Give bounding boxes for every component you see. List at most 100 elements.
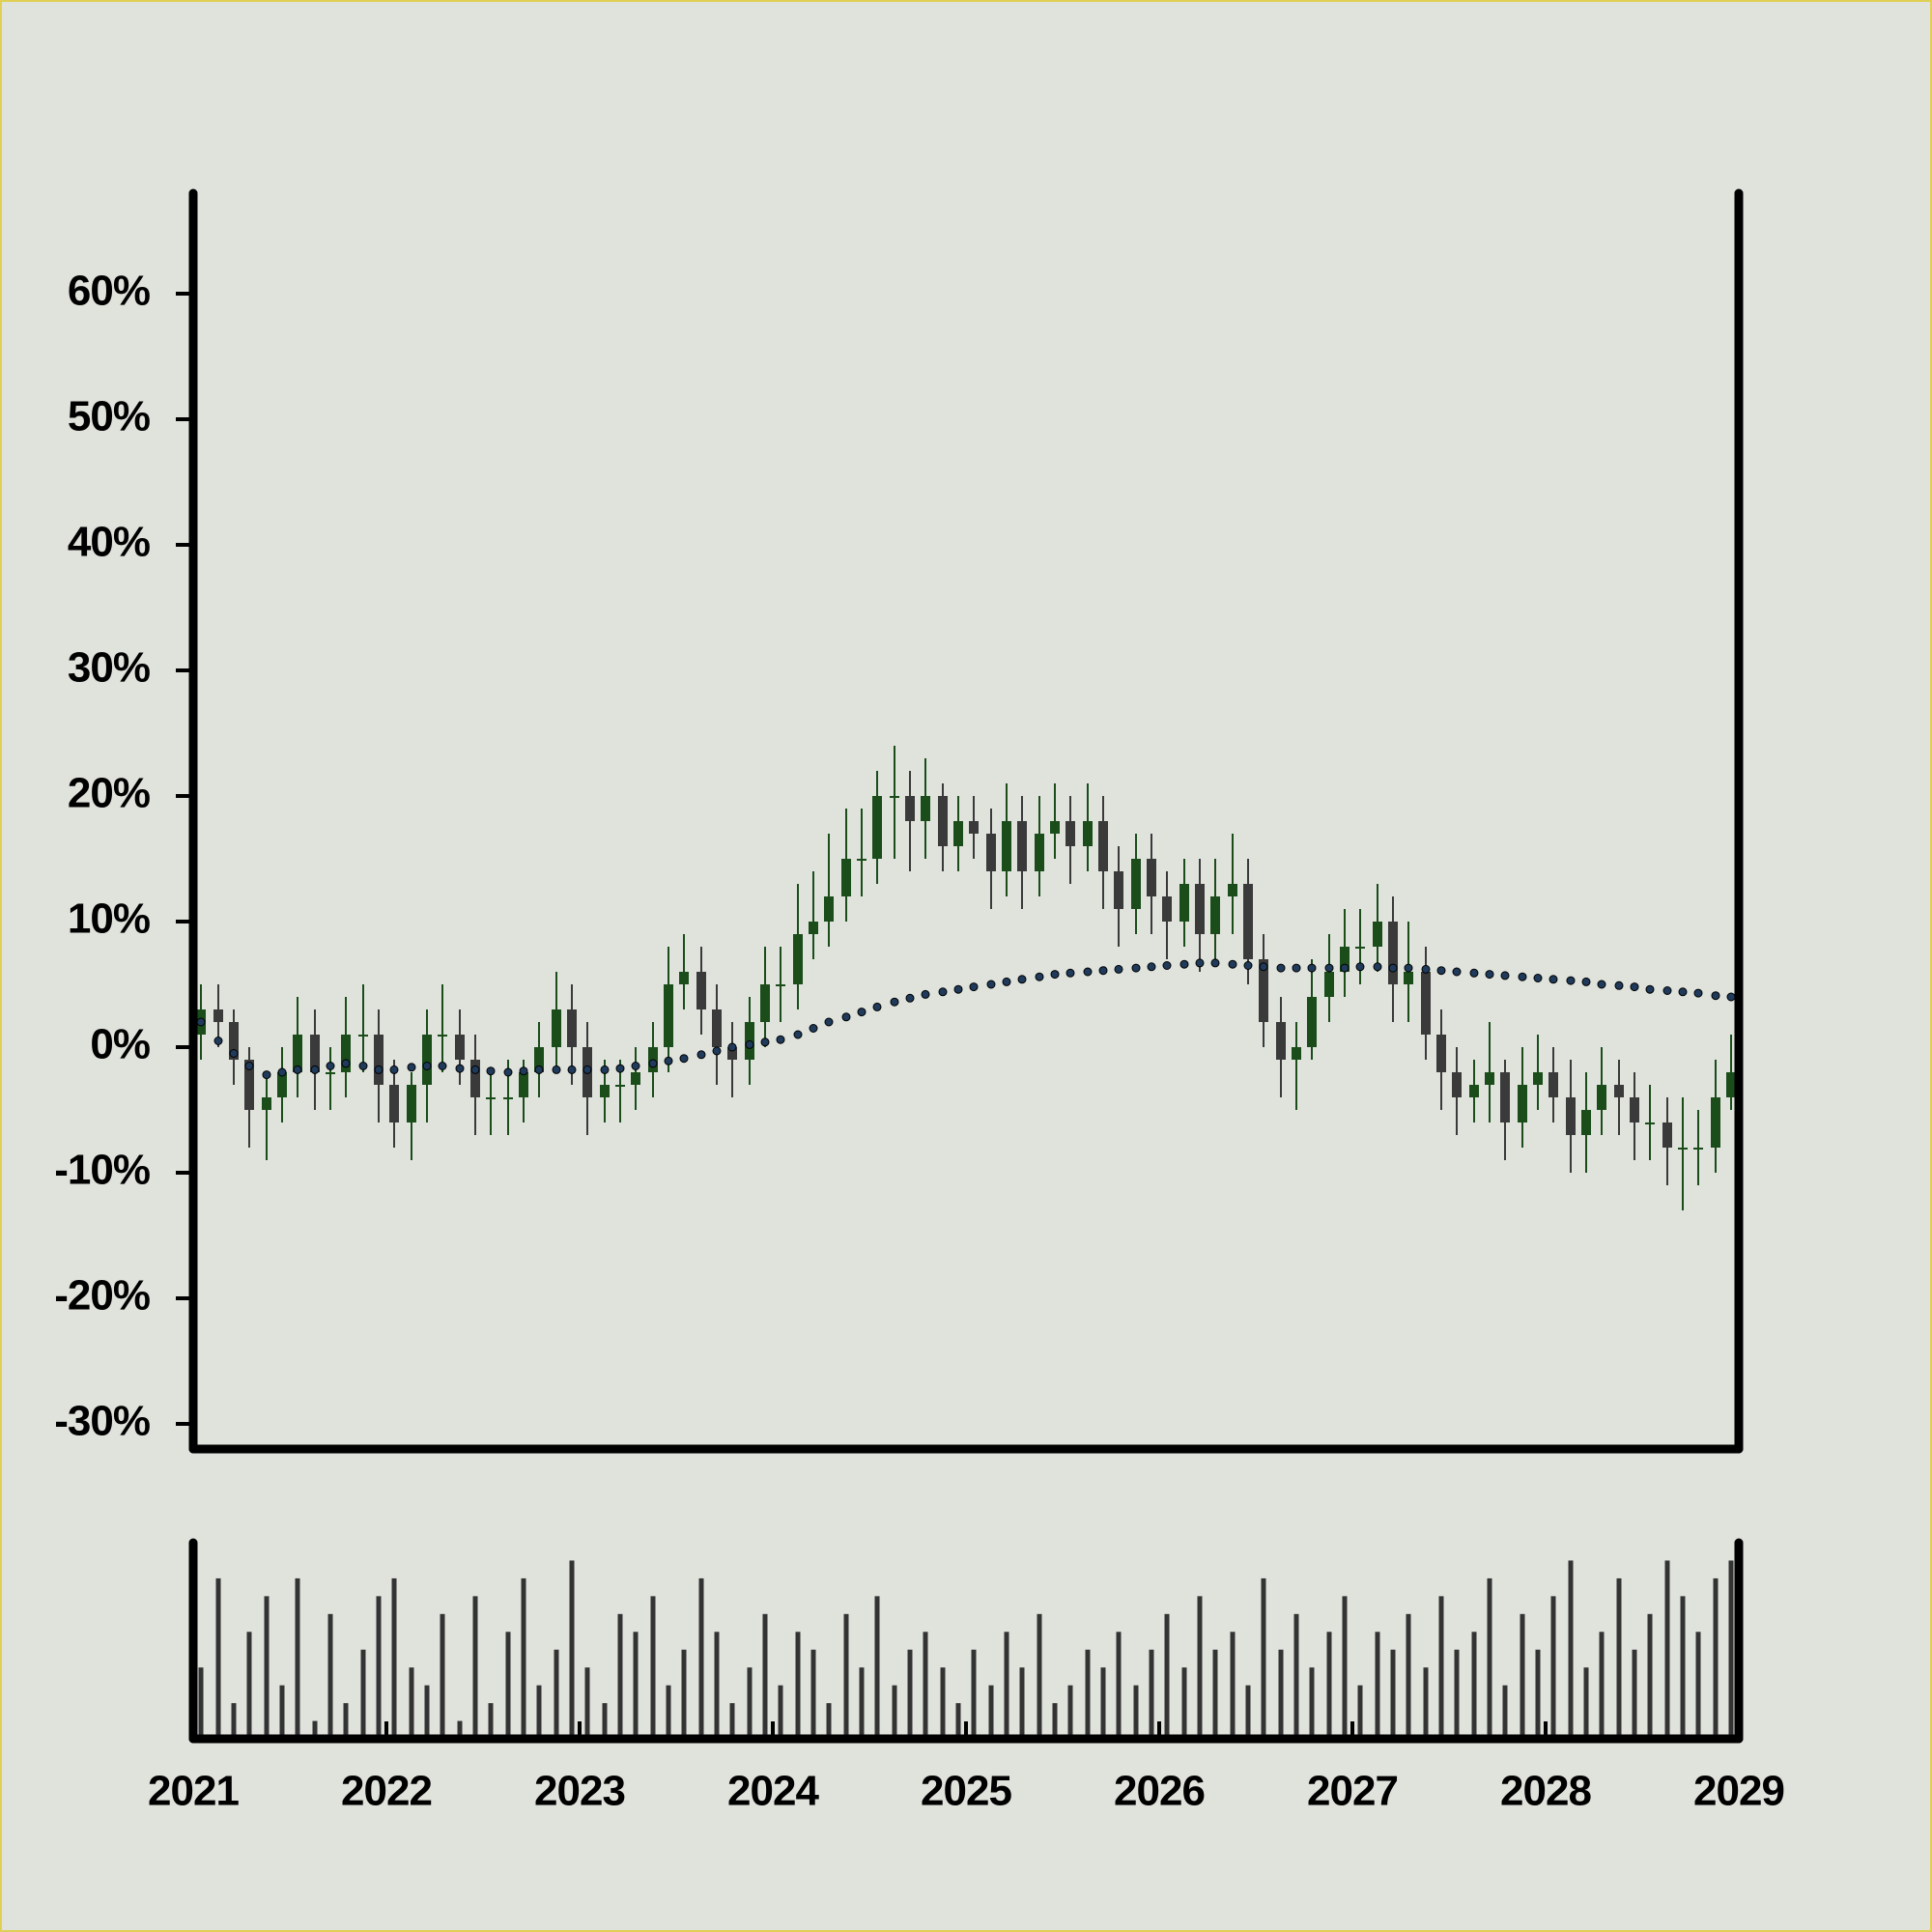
x-tick-label: 2024	[727, 1768, 819, 1815]
volume-bar	[1390, 1649, 1396, 1739]
ma-point	[727, 1042, 737, 1052]
candle-body	[1292, 1047, 1301, 1060]
candle-body	[1098, 821, 1108, 871]
volume-bar	[1133, 1685, 1139, 1739]
candle-body	[1533, 1072, 1543, 1085]
volume-bar	[1230, 1632, 1236, 1739]
volume-bar	[472, 1596, 478, 1739]
volume-bar	[1583, 1667, 1589, 1739]
ma-point	[1436, 966, 1446, 976]
volume-bar	[569, 1560, 575, 1739]
ma-point	[326, 1062, 335, 1070]
ma-point	[1373, 962, 1382, 972]
volume-bar	[1728, 1560, 1734, 1739]
ma-point	[1726, 992, 1736, 1002]
candle-body	[1179, 884, 1189, 922]
x-tick-label: 2028	[1500, 1768, 1591, 1815]
ma-point	[1645, 984, 1655, 994]
volume-bar	[1197, 1596, 1203, 1739]
ma-point	[582, 1065, 592, 1074]
volume-bar	[327, 1613, 333, 1739]
volume-bar	[923, 1632, 928, 1739]
candle-body	[1566, 1097, 1576, 1135]
candle-body	[615, 1085, 625, 1087]
ma-point	[1500, 971, 1510, 980]
candle-body	[631, 1072, 640, 1085]
ma-point	[455, 1064, 465, 1073]
y-tick-label: 60%	[68, 268, 150, 315]
volume-bar	[1438, 1596, 1444, 1739]
ma-point	[857, 1008, 867, 1017]
volume-bar	[1067, 1685, 1073, 1739]
candle-body	[1518, 1085, 1527, 1122]
candle-body	[1645, 1122, 1655, 1124]
volume-bar	[1550, 1596, 1556, 1739]
candle-body	[1485, 1072, 1494, 1085]
volume-bar	[859, 1667, 865, 1739]
candle-body	[679, 972, 689, 984]
ma-point	[986, 980, 996, 989]
volume-bar	[440, 1613, 445, 1739]
volume-bar	[554, 1649, 559, 1739]
candle-body	[1614, 1085, 1624, 1097]
candle-body	[1276, 1022, 1286, 1060]
ma-point	[793, 1030, 803, 1039]
ma-point	[1404, 963, 1413, 973]
volume-bar	[1502, 1685, 1508, 1739]
volume-bar	[762, 1613, 768, 1739]
ma-point	[262, 1070, 271, 1080]
y-tick-label: 50%	[68, 393, 150, 440]
candle-body	[712, 1009, 722, 1047]
volume-bar	[1004, 1632, 1009, 1739]
ma-point	[921, 989, 930, 999]
volume-bar	[1149, 1649, 1154, 1739]
volume-bar	[1326, 1632, 1332, 1739]
candle-body	[1693, 1148, 1703, 1150]
candle-body	[809, 922, 818, 934]
ma-point	[600, 1065, 610, 1074]
volume-bar	[505, 1632, 511, 1739]
candle-body	[534, 1047, 544, 1072]
volume-bar	[1085, 1649, 1091, 1739]
ma-point	[1292, 963, 1301, 973]
ma-point	[229, 1049, 239, 1058]
ma-point	[1228, 959, 1237, 969]
ma-point	[969, 982, 979, 992]
volume-bar	[1680, 1596, 1686, 1739]
candle-body	[905, 796, 915, 821]
candle-body	[1597, 1085, 1606, 1110]
ma-point	[1195, 958, 1205, 968]
ma-point	[1581, 977, 1591, 986]
candle-body	[358, 1035, 368, 1037]
volume-bar	[488, 1703, 494, 1739]
ma-point	[1162, 961, 1172, 970]
ma-point	[696, 1050, 706, 1060]
volume-bar	[1245, 1685, 1251, 1739]
ma-point	[1662, 986, 1672, 995]
x-tick-label: 2023	[534, 1768, 625, 1815]
candle-body	[389, 1085, 399, 1122]
ma-point	[1065, 968, 1075, 978]
ma-point	[745, 1039, 754, 1049]
ma-point	[1243, 961, 1253, 970]
x-tick-label: 2021	[148, 1768, 239, 1815]
ma-point	[1259, 962, 1268, 972]
candle-body	[760, 984, 770, 1022]
ma-point	[1355, 962, 1365, 972]
ma-point	[1485, 970, 1494, 980]
volume-bar	[1342, 1596, 1348, 1739]
candle-body	[1711, 1097, 1720, 1148]
volume-bar	[681, 1649, 687, 1739]
volume-bar	[1309, 1667, 1315, 1739]
candle-body	[1210, 896, 1220, 934]
volume-bar	[215, 1577, 221, 1739]
volume-bar	[198, 1667, 204, 1739]
candle-body	[262, 1097, 271, 1110]
candle-body	[1324, 972, 1334, 997]
candle-body	[552, 1009, 561, 1047]
candle-body	[470, 1060, 480, 1097]
y-tick-label: 40%	[68, 519, 150, 566]
candle-body	[1678, 1148, 1688, 1150]
volume-bar	[231, 1703, 237, 1739]
